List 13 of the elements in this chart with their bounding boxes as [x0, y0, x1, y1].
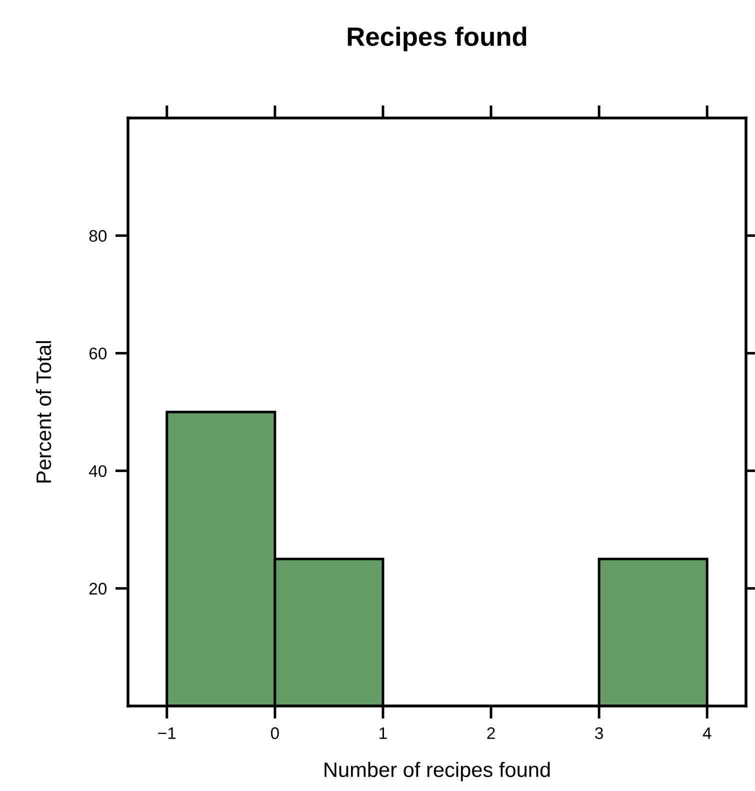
x-tick-label: 4 [702, 727, 712, 739]
x-tick-label: 1 [380, 727, 387, 739]
x-tick-label: 0 [270, 727, 279, 740]
y-axis-title: Percent of Total [36, 341, 52, 482]
x-tick-label: −1 [158, 727, 176, 739]
y-tick-label: 60 [89, 348, 107, 360]
y-tick-label: 40 [89, 465, 107, 478]
y-tick-label: 20 [89, 582, 107, 595]
chart-title: Recipes found [348, 26, 526, 52]
x-axis-title: Number of recipes found [324, 762, 550, 782]
y-tick-label: 80 [89, 230, 107, 242]
x-tick-label: 3 [595, 727, 603, 740]
x-tick-label: 2 [487, 727, 495, 739]
